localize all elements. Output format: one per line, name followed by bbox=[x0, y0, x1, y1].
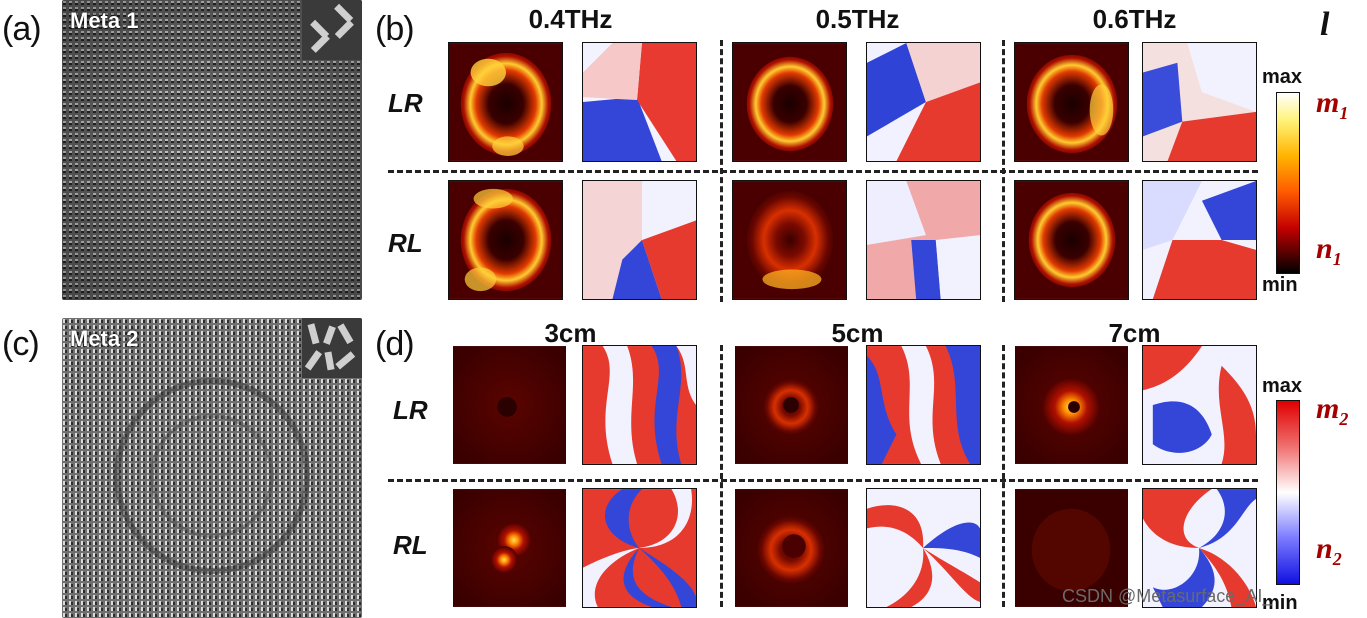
col-header-b-2: 0.5THz bbox=[815, 4, 900, 34]
phase-tile-b-lr-1 bbox=[582, 42, 697, 162]
phase-tile-d-rl-1 bbox=[582, 488, 697, 608]
intensity-tile-d-rl-2 bbox=[734, 488, 849, 608]
col-header-b-1: 0.4THz bbox=[528, 4, 613, 34]
colorbar-b-min: min bbox=[1262, 274, 1298, 296]
intensity-tile-b-rl-1 bbox=[448, 180, 563, 300]
meta1-image: Meta 1 bbox=[62, 0, 362, 300]
colorbar-b-lower-symbol: n1 bbox=[1316, 232, 1342, 269]
phase-tile-d-lr-2 bbox=[866, 345, 981, 465]
colorbar-b bbox=[1276, 92, 1300, 274]
meta2-inset-unit-cell bbox=[302, 318, 362, 378]
meta1-inset-unit-cell bbox=[302, 0, 362, 60]
watermark: CSDN @Metasurface_AI_ bbox=[1062, 586, 1273, 606]
phase-tile-d-lr-3 bbox=[1142, 345, 1257, 465]
intensity-tile-d-rl-3 bbox=[1014, 488, 1129, 608]
phase-tile-d-rl-2 bbox=[866, 488, 981, 608]
colorbar-d-min: min bbox=[1262, 592, 1298, 614]
phase-tile-b-rl-1 bbox=[582, 180, 697, 300]
separator-d-col-1 bbox=[720, 345, 723, 607]
intensity-tile-d-lr-3 bbox=[1014, 345, 1129, 465]
col-header-d-2: 5cm bbox=[831, 318, 884, 348]
row-label-d-lr: LR bbox=[393, 395, 428, 425]
panel-label-b: (b) bbox=[375, 10, 415, 48]
intensity-tile-b-lr-2 bbox=[732, 42, 847, 162]
separator-d-col-2 bbox=[1002, 345, 1005, 607]
intensity-tile-d-lr-2 bbox=[734, 345, 849, 465]
intensity-tile-b-rl-2 bbox=[732, 180, 847, 300]
intensity-tile-d-rl-1 bbox=[452, 488, 567, 608]
phase-tile-b-lr-3 bbox=[1142, 42, 1257, 162]
row-label-b-rl: RL bbox=[388, 228, 423, 258]
intensity-tile-d-lr-1 bbox=[452, 345, 567, 465]
colorbar-d-upper-symbol: m2 bbox=[1316, 392, 1349, 429]
row-label-b-lr: LR bbox=[388, 88, 423, 118]
intensity-tile-b-lr-1 bbox=[448, 42, 563, 162]
colorbar-b-upper-symbol: m1 bbox=[1316, 86, 1349, 123]
phase-tile-d-lr-1 bbox=[582, 345, 697, 465]
separator-d-rows bbox=[388, 479, 1258, 482]
panel-label-a: (a) bbox=[2, 10, 42, 48]
intensity-tile-b-rl-3 bbox=[1014, 180, 1129, 300]
phase-tile-b-lr-2 bbox=[866, 42, 981, 162]
phase-tile-b-rl-3 bbox=[1142, 180, 1257, 300]
colorbar-d bbox=[1276, 400, 1300, 585]
col-header-b-3: 0.6THz bbox=[1092, 4, 1177, 34]
meta2-image: Meta 2 bbox=[62, 318, 362, 618]
phase-tile-d-rl-3 bbox=[1142, 488, 1257, 608]
colorbar-d-max: max bbox=[1262, 375, 1303, 397]
panel-label-c: (c) bbox=[2, 325, 40, 363]
col-header-d-3: 7cm bbox=[1108, 318, 1161, 348]
meta1-name: Meta 1 bbox=[70, 8, 139, 33]
topological-charge-symbol: l bbox=[1320, 6, 1330, 43]
col-header-d-1: 3cm bbox=[544, 318, 597, 348]
separator-b-col-1 bbox=[720, 40, 723, 302]
separator-b-rows bbox=[388, 170, 1258, 173]
separator-b-col-2 bbox=[1002, 40, 1005, 302]
intensity-tile-b-lr-3 bbox=[1014, 42, 1129, 162]
meta2-name: Meta 2 bbox=[70, 326, 139, 351]
colorbar-d-lower-symbol: n2 bbox=[1316, 532, 1342, 569]
colorbar-b-max: max bbox=[1262, 66, 1303, 88]
panel-label-d: (d) bbox=[375, 325, 415, 363]
row-label-d-rl: RL bbox=[393, 530, 428, 560]
phase-tile-b-rl-2 bbox=[866, 180, 981, 300]
